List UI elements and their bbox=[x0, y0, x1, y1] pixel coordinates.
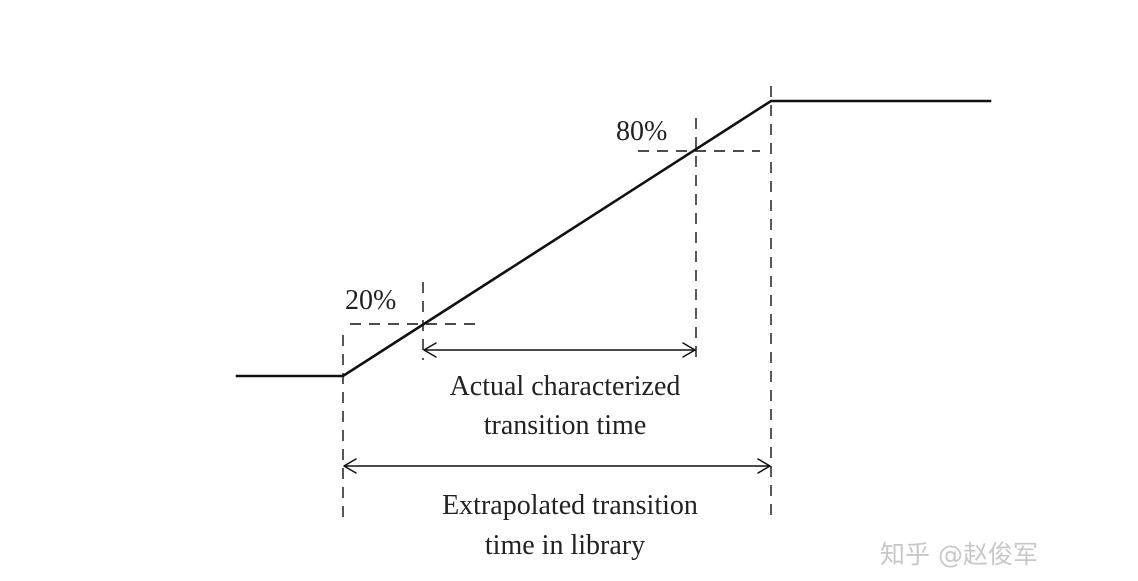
label-20-percent: 20% bbox=[345, 285, 396, 316]
extrapolated-time-label-line2: time in library bbox=[485, 530, 645, 561]
actual-time-label-line2: transition time bbox=[484, 410, 647, 441]
extrapolated-time-arrow bbox=[343, 458, 771, 474]
actual-time-arrow bbox=[423, 342, 696, 358]
label-80-percent: 80% bbox=[616, 116, 667, 147]
watermark-text: 知乎 @赵俊军 bbox=[880, 540, 1038, 569]
signal-waveform bbox=[235, 99, 992, 378]
extrapolated-time-label-line1: Extrapolated transition bbox=[442, 490, 698, 521]
actual-time-label-line1: Actual characterized bbox=[450, 371, 681, 402]
